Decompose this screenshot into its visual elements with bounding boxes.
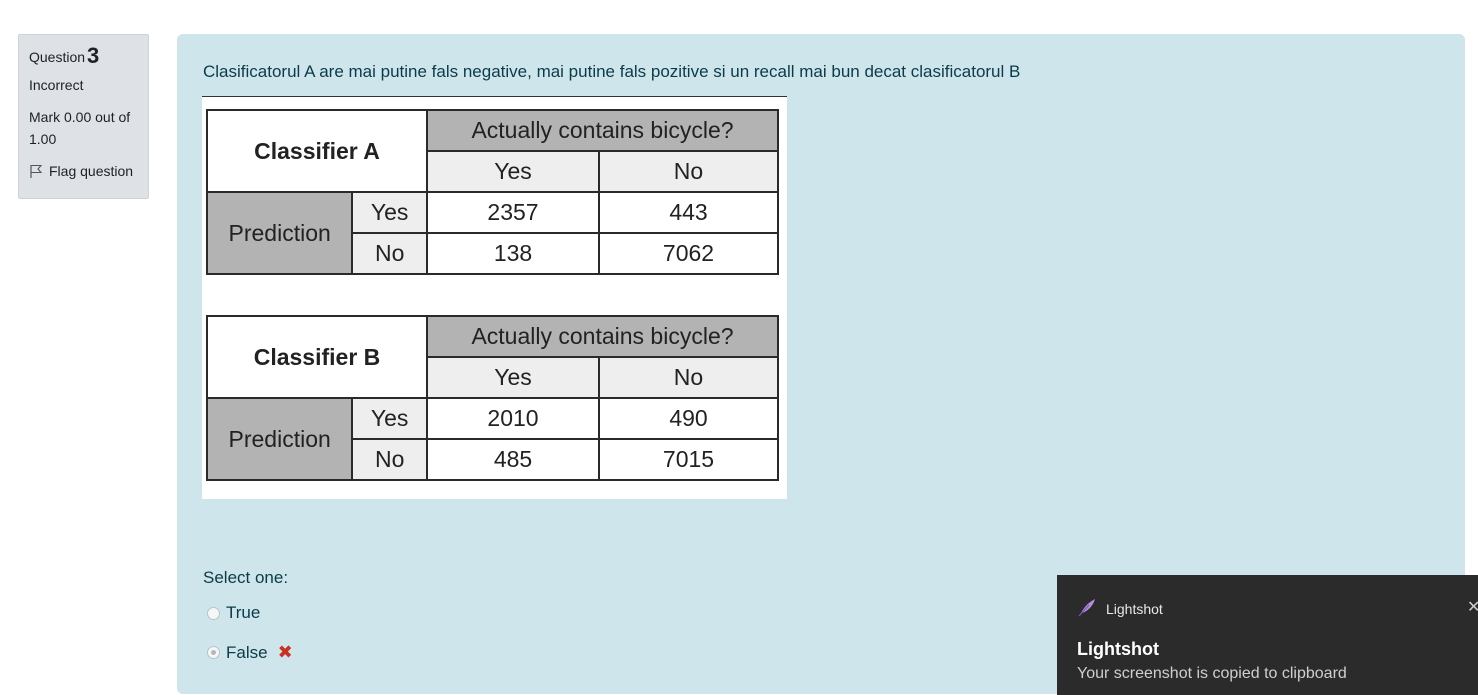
option-label: True (226, 603, 261, 622)
question-text: Clasificatorul A are mai putine fals neg… (203, 62, 1021, 81)
table-title: Classifier B (206, 315, 428, 399)
column-group-header: Actually contains bicycle? (426, 109, 779, 152)
radio-false[interactable] (207, 646, 220, 659)
cell-true-positive: 2357 (426, 191, 600, 234)
cell-true-negative: 7062 (598, 232, 779, 275)
column-header-yes: Yes (426, 150, 600, 193)
column-header-no: No (598, 356, 779, 399)
confusion-matrix-image: Classifier A Actually contains bicycle? … (202, 96, 787, 499)
row-header-yes: Yes (351, 191, 428, 234)
toast-title: Lightshot (1077, 639, 1159, 659)
toast-message: Your screenshot is copied to clipboard (1077, 665, 1347, 682)
question-info: Question3 Incorrect Mark 0.00 out of 1.0… (18, 34, 149, 199)
row-header-no: No (351, 438, 428, 481)
cell-false-negative: 138 (426, 232, 600, 275)
cell-true-negative: 7015 (598, 438, 779, 481)
flag-icon (29, 164, 43, 179)
cell-false-positive: 443 (598, 191, 779, 234)
row-group-header: Prediction (205, 397, 354, 481)
lightshot-toast[interactable]: Lightshot ✕ Lightshot Your screenshot is… (1057, 575, 1478, 695)
option-false[interactable]: False ✖ (207, 642, 293, 663)
cell-false-positive: 490 (598, 397, 779, 440)
toast-app-header: Lightshot (1077, 597, 1163, 620)
question-panel: Clasificatorul A are mai putine fals neg… (177, 34, 1465, 694)
cell-true-positive: 2010 (426, 397, 600, 440)
feather-icon (1077, 597, 1097, 620)
question-grade: Mark 0.00 out of 1.00 (29, 109, 131, 147)
column-header-no: No (598, 150, 779, 193)
toast-app-name: Lightshot (1106, 600, 1163, 617)
classifier-b-table: Classifier B Actually contains bicycle? … (205, 315, 779, 481)
row-header-no: No (351, 232, 428, 275)
option-true[interactable]: True (207, 603, 260, 623)
cell-false-negative: 485 (426, 438, 600, 481)
column-group-header: Actually contains bicycle? (426, 315, 779, 358)
flag-question-link[interactable]: Flag question (29, 160, 138, 182)
question-number: Question3 (29, 43, 100, 68)
flag-question-label: Flag question (49, 163, 134, 179)
incorrect-icon: ✖ (277, 642, 293, 662)
select-one-label: Select one: (203, 568, 289, 587)
column-header-yes: Yes (426, 356, 600, 399)
question-state: Incorrect (29, 77, 84, 93)
option-label: False (226, 642, 268, 662)
row-group-header: Prediction (205, 191, 354, 275)
table-title: Classifier A (206, 109, 428, 193)
row-header-yes: Yes (351, 397, 428, 440)
classifier-a-table: Classifier A Actually contains bicycle? … (205, 109, 779, 275)
close-icon[interactable]: ✕ (1467, 599, 1478, 616)
radio-true[interactable] (207, 606, 220, 620)
